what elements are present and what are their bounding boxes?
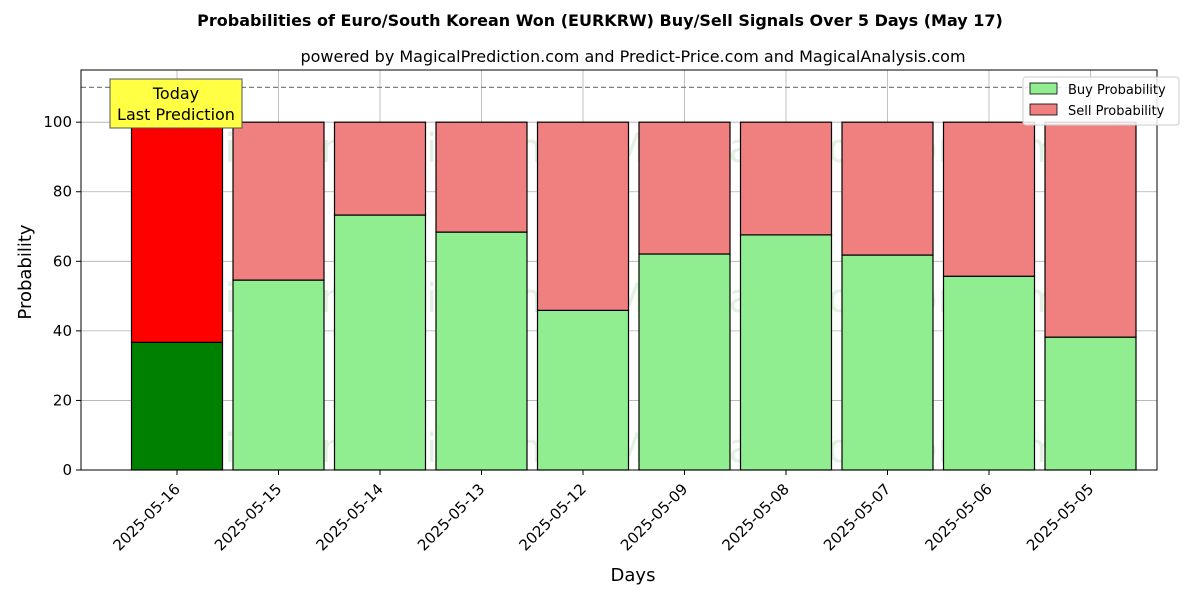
bar-sell-2025-05-08 (739, 121, 833, 236)
legend-frame (1022, 76, 1180, 126)
bar-sell-2025-05-13 (435, 121, 528, 233)
bar-buy-2025-05-05 (1044, 336, 1137, 471)
y-tick-label: 80 (53, 183, 72, 201)
bar-sell-2025-05-06 (942, 121, 1036, 277)
chart-title: Probabilities of Euro/South Korean Won (… (197, 11, 1003, 30)
y-axis-label: Probability (15, 224, 36, 319)
y-axis: 0 20 40 60 80 100 (43, 113, 81, 479)
bar-sell-2025-05-15 (232, 121, 325, 281)
annotation-line-1: Today (152, 84, 199, 103)
bar-sell-2025-05-14 (333, 121, 427, 216)
bar-buy-2025-05-09 (638, 253, 731, 471)
y-tick-label: 0 (62, 461, 72, 479)
x-tick-label: 2025-05-15 (211, 480, 285, 554)
bar-sell-2025-05-16 (130, 121, 224, 343)
x-tick-label: 2025-05-09 (617, 480, 691, 554)
today-annotation: Today Last Prediction (109, 78, 243, 129)
bar-sell-2025-05-05 (1044, 121, 1137, 338)
bar-sell-2025-05-07 (841, 121, 934, 256)
x-tick-label: 2025-05-12 (515, 480, 589, 554)
annotation-box (109, 78, 243, 129)
x-tick-label: 2025-05-06 (921, 480, 995, 554)
x-tick-label: 2025-05-05 (1023, 480, 1097, 554)
x-axis-label: Days (611, 565, 656, 586)
legend: Buy Probability Sell Probability (1022, 76, 1180, 126)
y-tick-label: 20 (53, 391, 72, 409)
bars (130, 121, 1137, 471)
y-tick-label: 40 (53, 322, 72, 340)
bar-buy-2025-05-13 (435, 231, 528, 471)
legend-swatch-buy (1029, 82, 1058, 95)
bar-buy-2025-05-06 (942, 275, 1036, 471)
bar-sell-2025-05-09 (638, 121, 731, 255)
y-tick-label: 60 (53, 252, 72, 270)
bar-buy-2025-05-07 (841, 254, 934, 471)
x-axis: 2025-05-16 2025-05-15 2025-05-14 2025-05-13… (109, 470, 1097, 554)
plot-frame (80, 69, 1158, 471)
legend-label-sell: Sell Probability (1068, 104, 1165, 119)
legend-swatch-sell (1029, 103, 1058, 116)
x-tick-label: 2025-05-07 (820, 480, 894, 554)
bar-buy-2025-05-08 (739, 234, 833, 471)
chart-subtitle: powered by MagicalPrediction.com and Pre… (300, 47, 965, 66)
y-tick-label: 100 (43, 113, 72, 131)
legend-label-buy: Buy Probability (1068, 83, 1166, 98)
x-tick-label: 2025-05-14 (312, 480, 386, 554)
bar-buy-2025-05-14 (333, 214, 427, 471)
bar-sell-2025-05-12 (536, 121, 630, 311)
bar-buy-2025-05-15 (232, 279, 325, 471)
bar-buy-2025-05-12 (536, 309, 630, 471)
x-tick-label: 2025-05-08 (718, 480, 792, 554)
x-tick-label: 2025-05-13 (414, 480, 488, 554)
annotation-line-2: Last Prediction (117, 105, 235, 124)
x-tick-label: 2025-05-16 (109, 480, 183, 554)
bar-buy-2025-05-16 (130, 341, 224, 471)
